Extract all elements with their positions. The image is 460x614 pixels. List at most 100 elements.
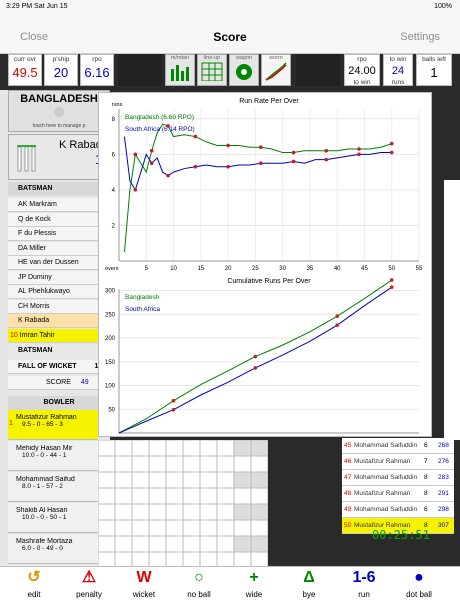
fow-label: FALL OF WICKET bbox=[18, 363, 77, 370]
grid-cell bbox=[148, 535, 167, 553]
batsman-row[interactable]: Q de Kockb bbox=[8, 212, 110, 227]
y-tick-label: 4 bbox=[112, 188, 116, 194]
grid-cell bbox=[131, 439, 150, 457]
settings-button[interactable]: Settings bbox=[400, 31, 440, 43]
bowler-row[interactable]: Shakib Al Hasan 10.0 - 0 - 50 - 1 bbox=[8, 503, 98, 533]
wicket-marker bbox=[193, 164, 198, 169]
y-tick-label: 6 bbox=[112, 152, 116, 158]
team-card[interactable]: BANGLADESH touch here to manage p bbox=[8, 90, 110, 132]
batsman-name: Imran Tahir bbox=[19, 331, 55, 339]
grid-cell bbox=[131, 487, 150, 505]
batsman-name: AL Phehlukwayo bbox=[18, 288, 70, 295]
grid-cell bbox=[131, 551, 150, 569]
over-runs: 8 bbox=[424, 474, 428, 481]
wicket-marker bbox=[389, 141, 394, 146]
over-summary-row[interactable]: 49 Mohammad Saifuddin 6 298 bbox=[342, 502, 454, 518]
y-tick-label: 100 bbox=[105, 384, 116, 390]
batsman-row[interactable]: AL Phehlukwayoc bbox=[8, 285, 110, 299]
dot-ball-button[interactable]: ● dot ball bbox=[397, 566, 441, 610]
tab-label: worm bbox=[269, 55, 283, 61]
wicket-marker bbox=[259, 161, 263, 166]
grid-cell bbox=[148, 439, 167, 457]
stat-key: p'ship bbox=[52, 56, 70, 63]
bowler-row[interactable]: Mehidy Hasan Mir 10.0 - 0 - 44 - 1 bbox=[8, 441, 98, 471]
tab-manhattan[interactable]: m/mtan bbox=[165, 54, 195, 86]
over-summary-row[interactable]: 50 Mustafizur Rahman 8 307 bbox=[342, 518, 454, 534]
y-axis-label: runs bbox=[112, 102, 123, 108]
tab-lineup[interactable]: line-up bbox=[197, 54, 227, 86]
nav-bar: Close Score Settings bbox=[0, 14, 460, 54]
grid-cell bbox=[131, 535, 150, 553]
tab-wagon[interactable]: wagon bbox=[229, 54, 259, 86]
batsman-row[interactable]: CH Morrisc bbox=[8, 299, 110, 314]
grid-cell bbox=[165, 519, 184, 537]
wicket-marker bbox=[389, 150, 394, 155]
wicket-marker bbox=[193, 134, 198, 139]
batsman-row[interactable]: JP Duminyb bbox=[8, 270, 110, 285]
over-summary-row[interactable]: 48 Mustafizur Rahman 8 291 bbox=[342, 486, 454, 502]
edit-button[interactable]: ↺ edit bbox=[12, 566, 56, 610]
bowler-row[interactable]: Mashrafe Mortaza 6.0 - 0 - 49 - 0 bbox=[8, 534, 98, 564]
grid-cell bbox=[114, 535, 133, 553]
x-tick-label: 40 bbox=[334, 266, 341, 272]
grid-cell bbox=[233, 535, 252, 553]
separator-block bbox=[296, 54, 340, 86]
over-summary-row[interactable]: 46 Mustafizur Rahman 7 276 bbox=[342, 454, 454, 470]
over-runs: 6 bbox=[424, 442, 428, 449]
run-button[interactable]: 1-6 run bbox=[342, 566, 386, 610]
batsman-row[interactable]: F du Plessisb bbox=[8, 227, 110, 241]
grid-cell bbox=[148, 519, 167, 537]
bowler-row[interactable]: Mohammad Saifud 8.0 - 1 - 57 - 2 bbox=[8, 472, 98, 502]
batsman-row[interactable]: DA Millerc bbox=[8, 241, 110, 256]
over-runs: 8 bbox=[424, 522, 428, 529]
wicket-marker bbox=[335, 314, 339, 318]
wicket-marker bbox=[226, 164, 230, 169]
chart-panel: Run Rate Per Over 2 4 6 8 5 10 15 20 25 30 35 40 45 50… bbox=[98, 92, 432, 437]
x-tick-label: 50 bbox=[388, 266, 395, 272]
bowler-row[interactable]: 1 Mustafizur Rahman 9.5 - 0 - 65 - 3 bbox=[8, 410, 98, 440]
score-value: 49 bbox=[80, 379, 89, 386]
close-button[interactable]: Close bbox=[20, 31, 49, 43]
wicket-marker bbox=[133, 152, 138, 157]
over-summary-row[interactable]: 47 Mohammad Saifuddin 8 283 bbox=[342, 470, 454, 486]
tab-label: wagon bbox=[235, 55, 253, 61]
grid-cell bbox=[114, 519, 133, 537]
running-total: 276 bbox=[438, 458, 449, 465]
current-bowler-card[interactable]: K Rabada 13 bbox=[8, 134, 111, 180]
grid-cell bbox=[182, 551, 201, 569]
batsman-header: BATSMAN bbox=[8, 182, 110, 196]
grid-cell bbox=[97, 455, 116, 473]
battery-indicator: 100% bbox=[434, 3, 452, 10]
charts-svg: Run Rate Per Over 2 4 6 8 5 10 15 20 25 30 35 40 45 50… bbox=[105, 98, 423, 434]
grid-cell bbox=[250, 471, 269, 489]
y-tick-label: 2 bbox=[112, 223, 116, 229]
batsman-row[interactable]: AK Markramb bbox=[8, 198, 110, 212]
dot-ball-icon: ● bbox=[414, 569, 424, 586]
wicket-marker bbox=[324, 157, 329, 162]
no-ball-button[interactable]: ○ no ball bbox=[177, 566, 221, 610]
over-summary-row[interactable]: 45 Mohammad Saifuddin 6 268 bbox=[342, 438, 454, 454]
grid-cell bbox=[233, 551, 252, 569]
stat-value: 49.5 bbox=[12, 65, 38, 80]
batsman-name: CH Morris bbox=[18, 302, 50, 310]
series-line bbox=[123, 123, 392, 253]
partnership-stat: p'ship 20 bbox=[44, 54, 78, 86]
grid-cell bbox=[233, 503, 252, 521]
penalty-button[interactable]: ⚠ penalty bbox=[67, 566, 111, 610]
running-total: 283 bbox=[438, 474, 449, 481]
wicket-marker bbox=[324, 148, 329, 153]
wide-button[interactable]: + wide bbox=[232, 566, 276, 610]
tab-worm[interactable]: worm bbox=[261, 54, 291, 86]
toolbar-label: no ball bbox=[187, 590, 211, 599]
grid-cell bbox=[250, 535, 269, 553]
batsman-row[interactable]: HE van der Dussenb bbox=[8, 256, 110, 270]
toolbar-label: wide bbox=[245, 590, 263, 599]
y-tick-label: 150 bbox=[105, 360, 116, 366]
grid-cell bbox=[148, 551, 167, 569]
over-runs: 7 bbox=[424, 458, 428, 465]
x-tick-label: 55 bbox=[416, 266, 423, 272]
batsman-row[interactable]: K Rabadan bbox=[8, 314, 110, 328]
